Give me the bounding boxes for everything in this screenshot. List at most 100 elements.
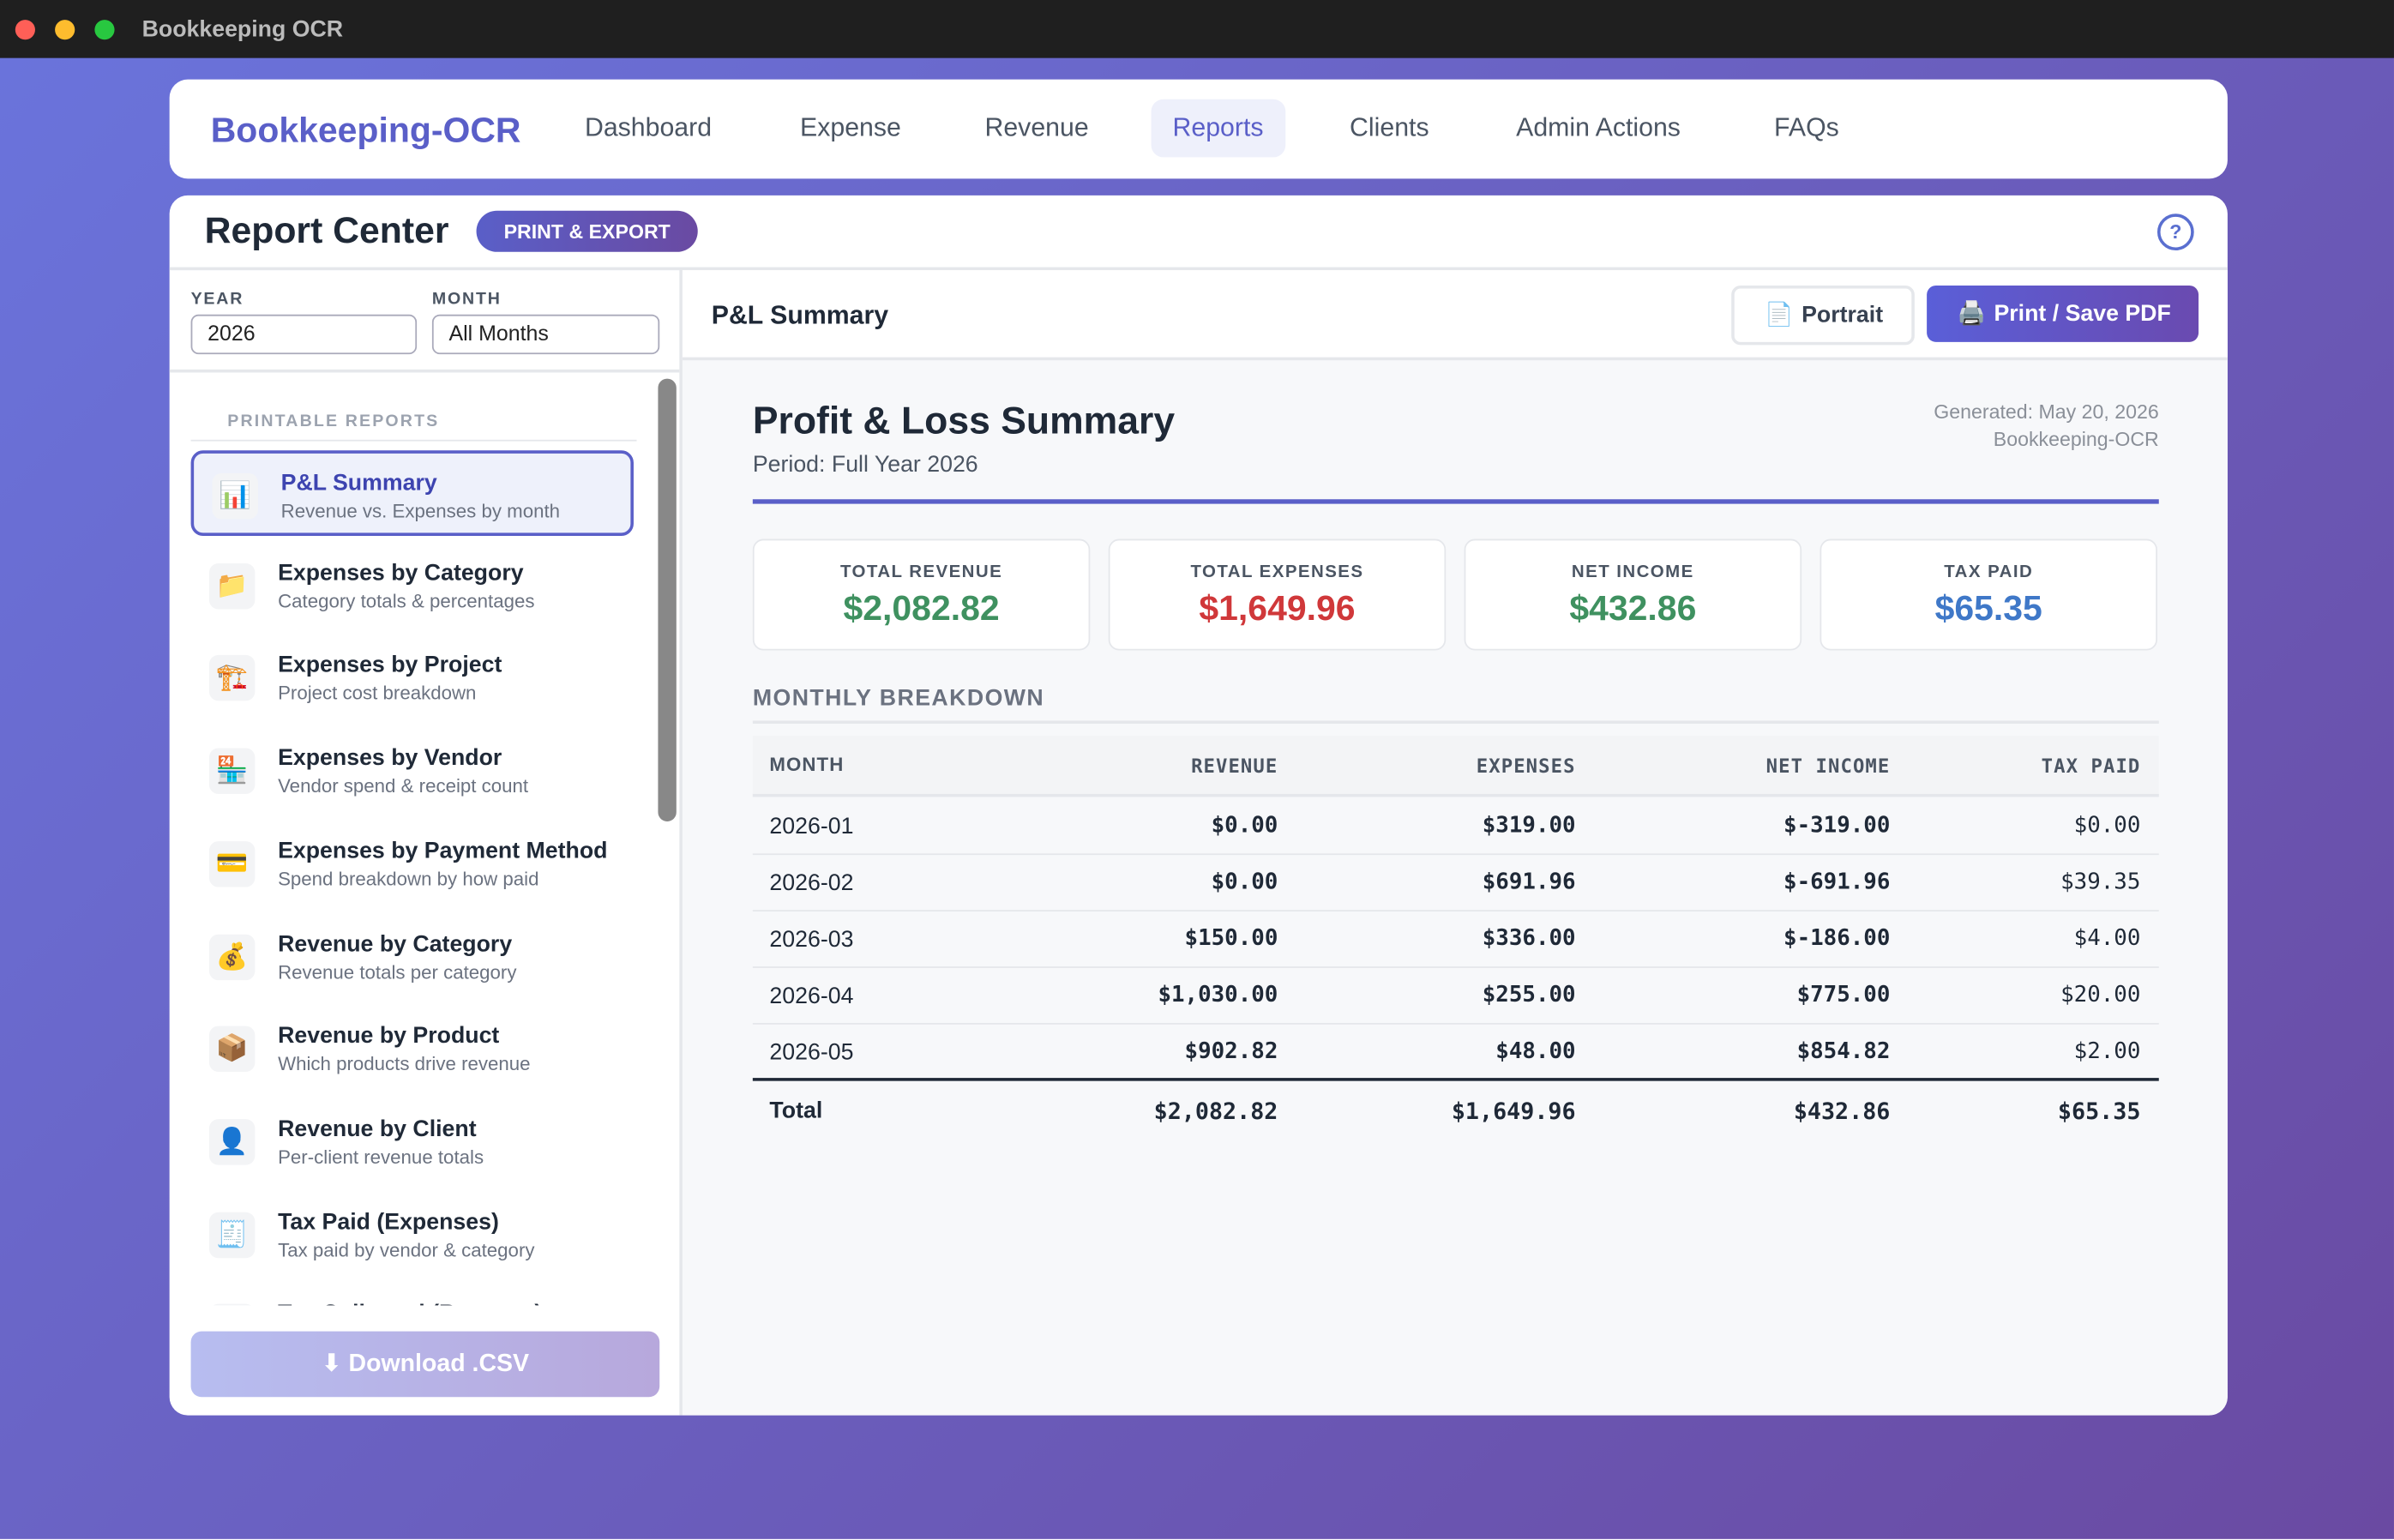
download-button[interactable]: ⬇ Download .CSV bbox=[190, 1331, 660, 1398]
summary-card: NET INCOME $432.86 bbox=[1464, 538, 1802, 651]
report-list: PRINTABLE REPORTS 📊 P&L Summary Revenue vs.… bbox=[170, 379, 659, 1306]
print-button[interactable]: 🖨️ Print / Save PDF bbox=[1927, 285, 2199, 342]
report-desc: Which products drive revenue bbox=[278, 1053, 531, 1075]
summary-card: TOTAL REVENUE $2,082.82 bbox=[752, 538, 1091, 651]
row-divider bbox=[752, 910, 2159, 912]
portrait-button[interactable]: 📄 Portrait bbox=[1731, 285, 1915, 346]
divider bbox=[169, 267, 2228, 271]
table-cell: NET INCOME bbox=[1765, 754, 1891, 778]
help-button[interactable]: ? bbox=[2156, 214, 2194, 251]
table-cell: $2.00 bbox=[2073, 1039, 2141, 1065]
table-cell: $854.82 bbox=[1796, 1039, 1891, 1065]
report-title: Expenses by Category bbox=[278, 559, 524, 587]
report-item[interactable]: 📦 Revenue by Product Which products drive … bbox=[191, 1007, 634, 1092]
report-icon: 📦 bbox=[208, 1026, 256, 1073]
card-value: $2,082.82 bbox=[843, 587, 1000, 628]
nav-item[interactable]: Dashboard bbox=[584, 112, 713, 142]
total-rule bbox=[752, 1078, 2159, 1081]
table-cell: MONTH bbox=[769, 754, 845, 776]
table-cell: $902.82 bbox=[1184, 1039, 1278, 1065]
icon: 📄 bbox=[1765, 302, 1794, 328]
table-cell: $1,030.00 bbox=[1158, 983, 1278, 1008]
report-title: Revenue by Product bbox=[278, 1023, 500, 1050]
company: Bookkeeping-OCR bbox=[1993, 427, 2159, 451]
summary-card: TOTAL EXPENSES $1,649.96 bbox=[1108, 538, 1447, 651]
page-title: Report Center bbox=[204, 210, 449, 252]
report-title: Revenue by Client bbox=[278, 1116, 477, 1142]
table-cell: 2026-03 bbox=[769, 926, 854, 953]
card-label: NET INCOME bbox=[1571, 563, 1694, 582]
nav-item[interactable]: Clients bbox=[1350, 112, 1429, 142]
preview: P&L Summary 📄 Portrait 🖨️ Print / Save PDF Pr… bbox=[682, 270, 2228, 1416]
report-title: Expenses by Payment Method bbox=[278, 838, 608, 864]
table-cell: 2026-01 bbox=[769, 814, 854, 840]
report-icon: 💰 bbox=[208, 933, 256, 980]
summary-card: TAX PAID $65.35 bbox=[1820, 538, 2157, 651]
row-divider bbox=[752, 966, 2159, 968]
report-item[interactable]: 🏗️ Expenses by Project Project cost breakd… bbox=[191, 635, 634, 721]
report-item[interactable]: 🧾 Tax Paid (Expenses) Tax paid by vendor &… bbox=[191, 1192, 634, 1278]
window-control[interactable] bbox=[55, 20, 75, 40]
report-desc: Category totals & percentages bbox=[278, 590, 535, 612]
card-value: $432.86 bbox=[1569, 587, 1697, 628]
card-label: TOTAL EXPENSES bbox=[1190, 563, 1364, 582]
report-icon: 📁 bbox=[208, 562, 256, 609]
report-item[interactable]: 📁 Expenses by Category Category totals & p… bbox=[191, 543, 634, 629]
year-select[interactable]: 2026 bbox=[190, 314, 418, 355]
report-rule bbox=[752, 499, 2159, 504]
report-desc: Per-client revenue totals bbox=[278, 1146, 484, 1168]
table-cell: REVENUE bbox=[1191, 754, 1278, 778]
row-divider bbox=[752, 853, 2159, 856]
report-desc: Tax paid by vendor & category bbox=[278, 1239, 535, 1261]
section-heading: MONTHLY BREAKDOWN bbox=[752, 685, 1045, 712]
report-icon: 🧾 bbox=[208, 1304, 256, 1306]
report-desc: Vendor spend & receipt count bbox=[278, 775, 529, 797]
report-item[interactable]: 💰 Revenue by Category Revenue totals per c… bbox=[191, 914, 634, 1000]
table-cell: $0.00 bbox=[1211, 814, 1278, 839]
report-icon: 🧾 bbox=[208, 1212, 256, 1258]
nav-item[interactable]: Revenue bbox=[984, 112, 1089, 142]
table-cell: $0.00 bbox=[2073, 814, 2141, 839]
table-cell: $691.96 bbox=[1482, 869, 1576, 895]
nav-item[interactable]: Reports bbox=[1151, 99, 1285, 158]
report-desc: Revenue vs. Expenses by month bbox=[280, 501, 561, 522]
button-label: Portrait bbox=[1802, 302, 1884, 328]
report-item[interactable]: 🏪 Expenses by Vendor Vendor spend & receip… bbox=[191, 729, 634, 815]
report-icon: 📊 bbox=[212, 472, 258, 520]
toolbar: P&L Summary 📄 Portrait 🖨️ Print / Save PDF bbox=[682, 270, 2228, 361]
table-cell: $48.00 bbox=[1495, 1039, 1576, 1065]
section-line bbox=[190, 439, 637, 442]
report-item[interactable]: 👤 Revenue by Client Per-client revenue tot… bbox=[191, 1099, 634, 1185]
nav-item[interactable]: Admin Actions bbox=[1516, 112, 1681, 142]
divider bbox=[679, 268, 683, 1416]
nav-item[interactable]: Expense bbox=[800, 112, 901, 142]
report-title: Expenses by Vendor bbox=[278, 745, 502, 772]
table-cell: $150.00 bbox=[1184, 926, 1278, 952]
report-item[interactable]: 📊 P&L Summary Revenue vs. Expenses by mont… bbox=[190, 450, 634, 536]
breakdown-table: MONTH REVENUE EXPENSES NET INCOME TAX PAID 20… bbox=[752, 736, 2159, 1133]
report-icon: 🏗️ bbox=[208, 655, 256, 701]
table-cell: $775.00 bbox=[1796, 983, 1891, 1008]
table-cell: $-186.00 bbox=[1783, 926, 1891, 952]
window-title: Bookkeeping OCR bbox=[141, 16, 344, 43]
window-control[interactable] bbox=[15, 20, 35, 40]
table-cell: $432.86 bbox=[1793, 1098, 1891, 1126]
report-icon: 👤 bbox=[208, 1118, 256, 1165]
report-period: Period: Full Year 2026 bbox=[752, 452, 978, 478]
report-item[interactable]: 🧾Tax Collected (Revenue)Tax collected by… bbox=[191, 1284, 634, 1306]
report-title: Profit & Loss Summary bbox=[752, 400, 1176, 443]
nav-item[interactable]: FAQs bbox=[1774, 112, 1839, 142]
row-divider bbox=[752, 1023, 2159, 1025]
table-cell: $336.00 bbox=[1482, 926, 1576, 952]
filter-label: MONTH bbox=[431, 290, 502, 309]
table-cell: 2026-05 bbox=[769, 1039, 854, 1066]
report-desc: Revenue totals per category bbox=[278, 960, 517, 983]
brand[interactable]: Bookkeeping-OCR bbox=[210, 110, 521, 150]
table-cell: TAX PAID bbox=[2041, 754, 2141, 778]
filter-label: YEAR bbox=[190, 290, 244, 309]
month-select[interactable]: All Months bbox=[431, 314, 660, 355]
table-cell: $-319.00 bbox=[1783, 814, 1891, 839]
report-item[interactable]: 💳 Expenses by Payment Method Spend breakdo… bbox=[191, 821, 634, 907]
window-control[interactable] bbox=[94, 20, 115, 40]
